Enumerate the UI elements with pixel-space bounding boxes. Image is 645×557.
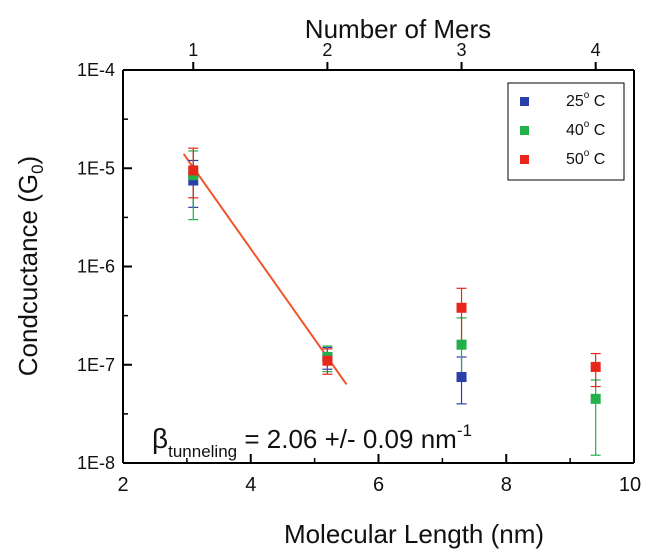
beta-subscript: tunneling [168, 442, 237, 461]
y-tick-label: 1E-8 [77, 453, 115, 473]
x-tick-label: 4 [245, 474, 256, 496]
y-tick-label: 1E-6 [77, 257, 115, 277]
top-axis-title: Number of Mers [305, 14, 491, 44]
y-tick-label: 1E-7 [77, 355, 115, 375]
data-points [188, 165, 601, 404]
legend-degree: o [584, 90, 590, 101]
legend-label: 40o C [566, 119, 605, 139]
x-tick-label: 8 [501, 474, 512, 496]
legend-temp: 25 [566, 93, 584, 110]
fit-line [182, 153, 348, 386]
legend-unit: C [589, 93, 605, 110]
axis-tick-labels: 2 4 6 8 10 1E-4 1E-5 1E-6 1E-7 1E-8 1 2 3 4 [77, 40, 641, 496]
legend-marker [520, 126, 529, 135]
x-tick-label: 10 [619, 474, 641, 496]
y-axis-title-close: ) [13, 156, 43, 165]
legend-temp: 40 [566, 122, 584, 139]
data-point [456, 339, 467, 350]
error-bars [188, 147, 601, 456]
data-point [590, 361, 601, 372]
beta-annotation: βtunneling = 2.06 +/- 0.09 nm-1 [152, 421, 472, 461]
y-axis-title-sub: 0 [28, 164, 47, 173]
top-tick-label: 4 [591, 40, 601, 60]
legend-marker [520, 97, 529, 106]
top-tick-label: 3 [457, 40, 467, 60]
axis-ticks [122, 62, 635, 464]
legend-degree: o [584, 119, 590, 130]
x-tick-label: 2 [117, 474, 128, 496]
beta-superscript: -1 [457, 421, 472, 440]
top-tick-label: 1 [188, 40, 198, 60]
y-axis-title-main: Condcuctance (G [13, 174, 43, 376]
y-tick-label: 1E-5 [77, 158, 115, 178]
legend-unit: C [589, 122, 605, 139]
top-tick-label: 2 [322, 40, 332, 60]
beta-value: = 2.06 +/- 0.09 nm [237, 424, 457, 454]
legend-label: 50o C [566, 148, 605, 168]
fit-line-group [182, 153, 348, 386]
legend-marker [520, 155, 529, 164]
legend-degree: o [584, 148, 590, 159]
y-axis-title: Condcuctance (G0) [13, 156, 47, 376]
data-point [188, 165, 199, 176]
y-tick-label: 1E-4 [77, 60, 115, 80]
data-point [456, 302, 467, 313]
legend-unit: C [589, 151, 605, 168]
x-tick-label: 6 [373, 474, 384, 496]
data-point [590, 393, 601, 404]
data-point [456, 372, 467, 383]
x-axis-title: Molecular Length (nm) [284, 519, 544, 549]
data-point [188, 175, 199, 186]
legend-label: 25o C [566, 90, 605, 110]
data-point [322, 355, 333, 366]
legend-temp: 50 [566, 151, 584, 168]
beta-symbol: β [152, 423, 168, 454]
